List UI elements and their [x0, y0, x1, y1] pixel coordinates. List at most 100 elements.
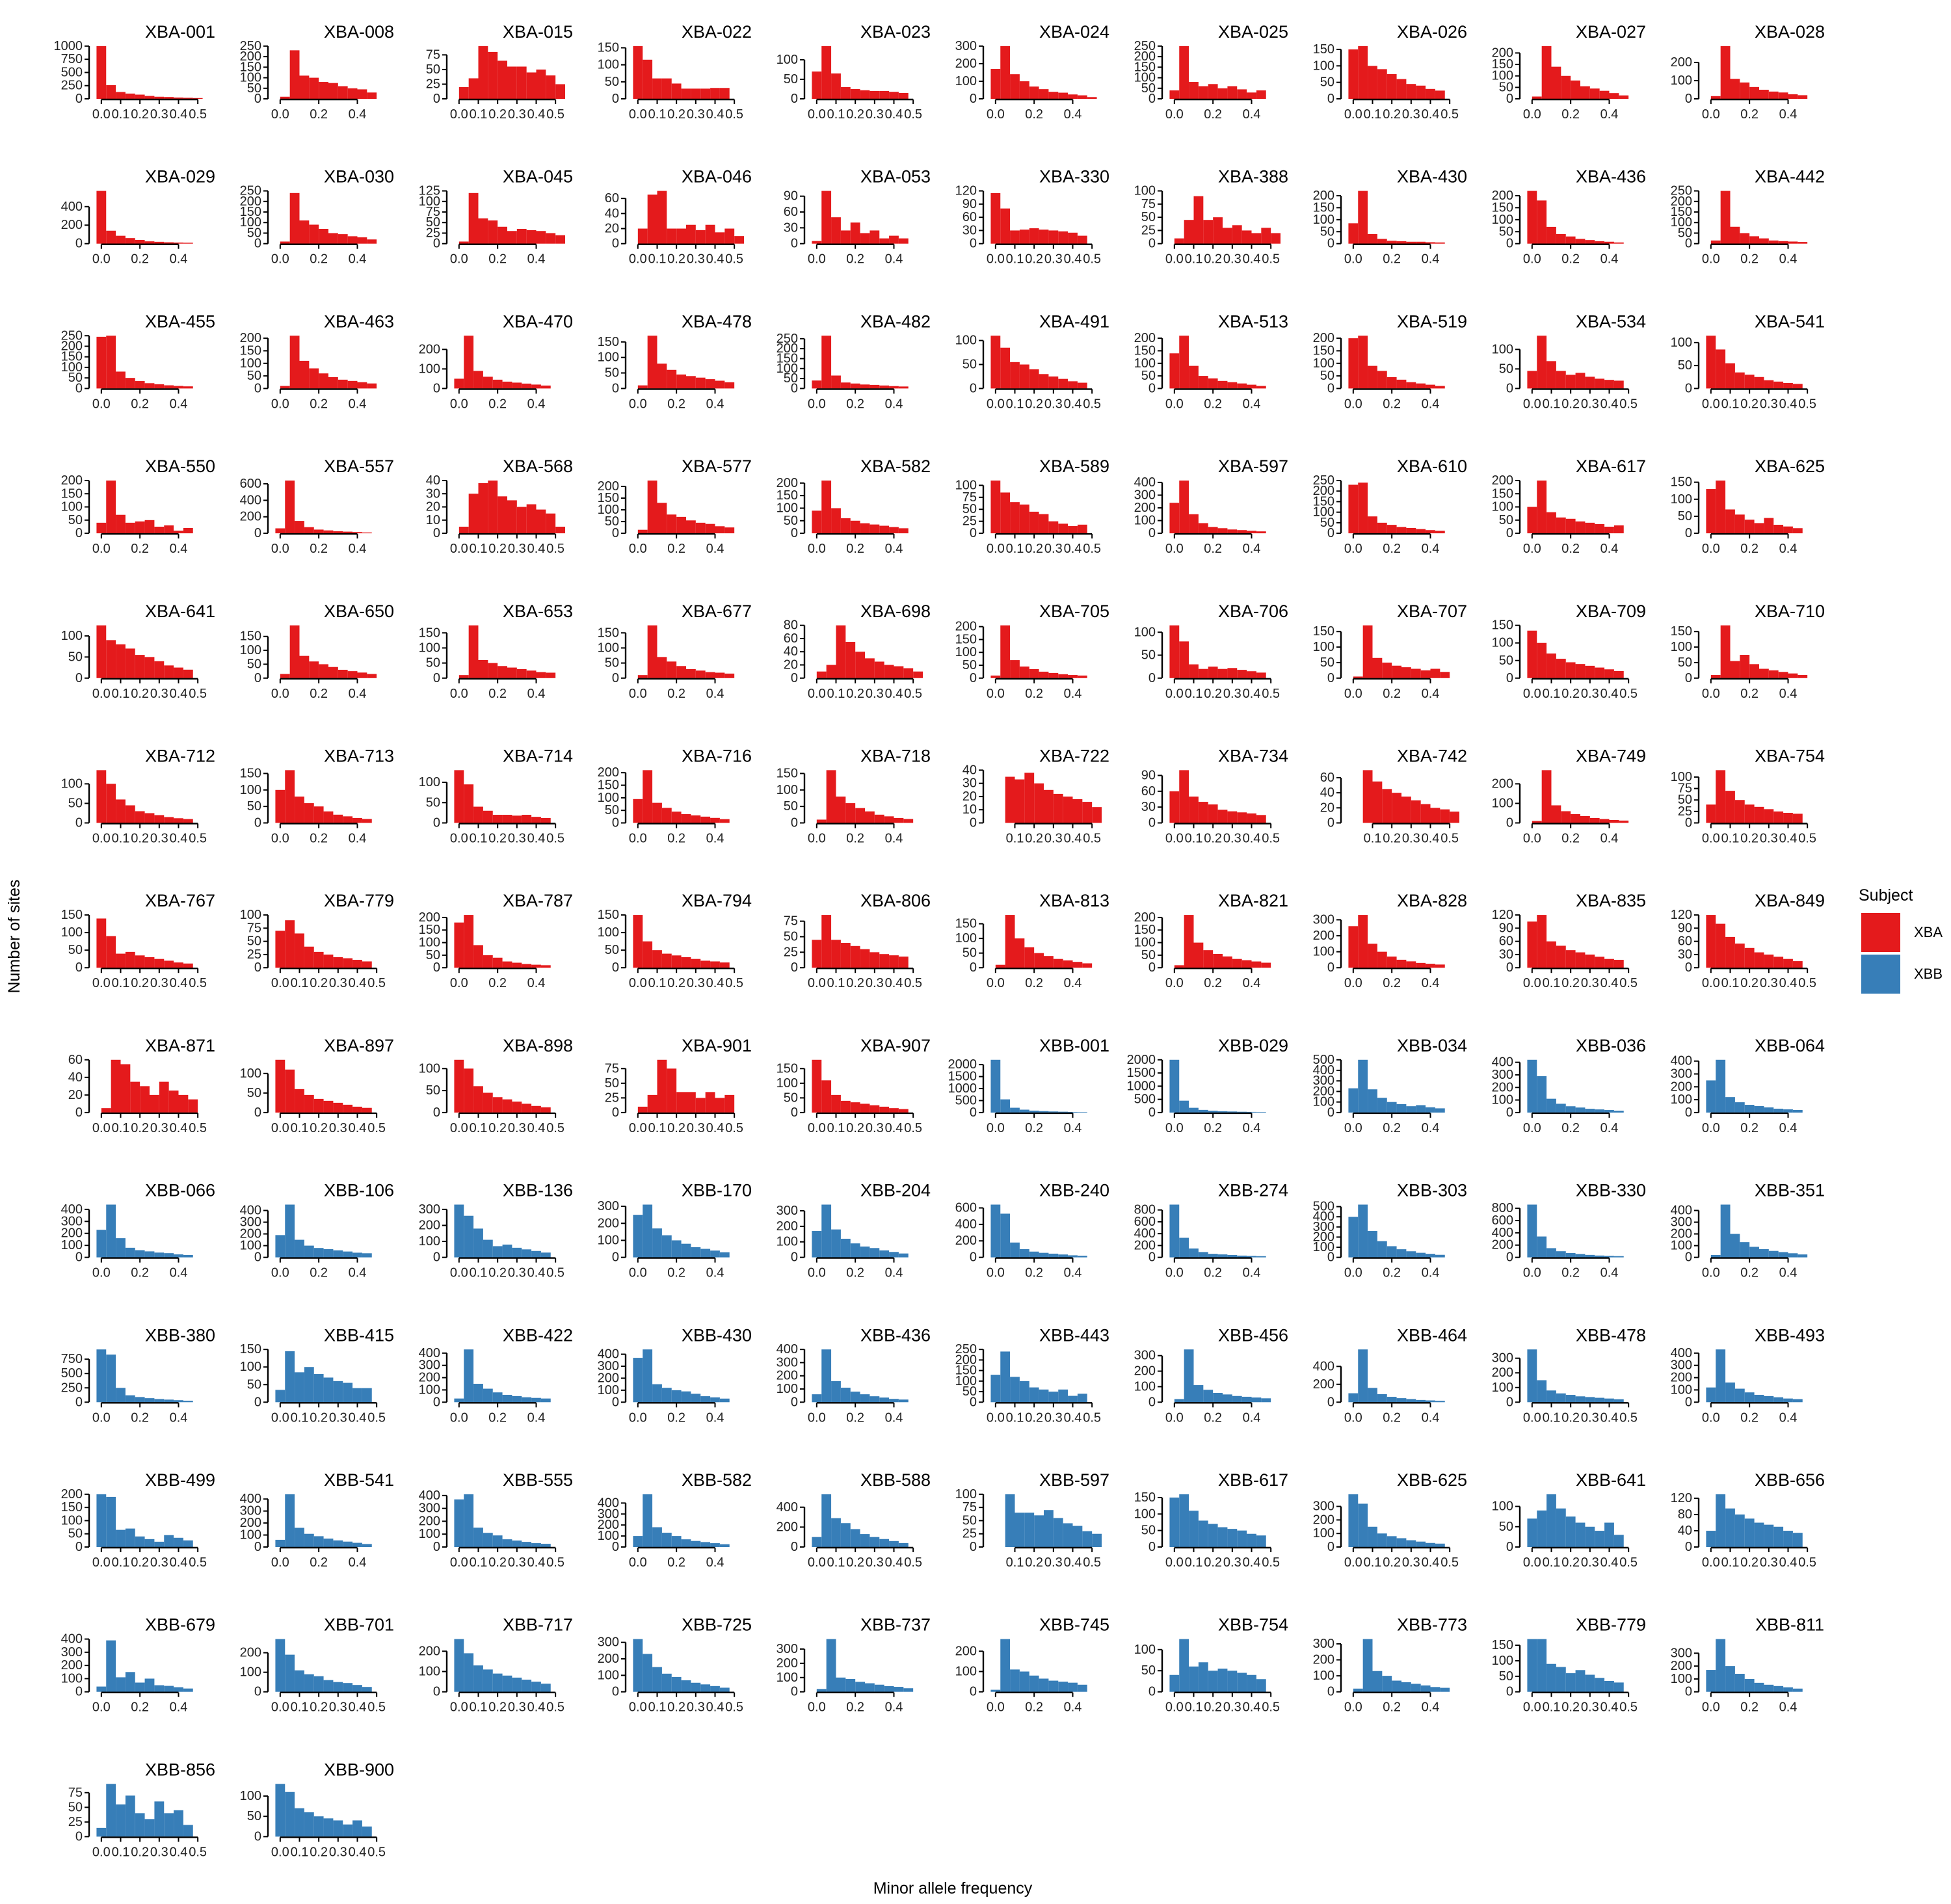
histogram-bar [352, 1252, 362, 1258]
histogram-bar [1237, 812, 1247, 823]
panel-title: XBA-718 [860, 747, 931, 766]
x-tick-label: 0.1 [1721, 976, 1740, 990]
panel-title: XBA-513 [1218, 311, 1288, 331]
histogram-bar [1029, 1110, 1039, 1113]
y-tick-label: 100 [419, 1234, 440, 1249]
y-tick-label: 1500 [1127, 1066, 1156, 1080]
y-tick-label: 0 [612, 1250, 619, 1265]
x-tick-label: 0.0 [1344, 976, 1362, 990]
x-tick-label: 0.2 [667, 687, 685, 701]
x-tick-label: 0.0 [808, 397, 826, 411]
histogram-bar [1546, 1098, 1556, 1113]
histogram-bar [879, 525, 890, 534]
y-tick-label: 300 [1671, 1646, 1692, 1660]
histogram-bar [531, 1682, 541, 1692]
panel-title: XBB-330 [1576, 1181, 1646, 1200]
y-tick-label: 150 [955, 632, 977, 646]
x-tick-label: 0.5 [1619, 397, 1638, 411]
histogram-bar [691, 815, 701, 823]
histogram-bar [1556, 1104, 1566, 1113]
y-tick-label: 0 [75, 1395, 83, 1409]
y-tick-label: 40 [962, 763, 977, 777]
histogram-bar [1565, 950, 1576, 968]
y-tick-label: 150 [1313, 200, 1334, 215]
histogram-bar [719, 1687, 730, 1692]
histogram-bar [319, 228, 328, 244]
x-tick-label: 0.2 [488, 1555, 507, 1570]
histogram-bar [522, 1104, 532, 1113]
histogram-bar [1058, 1389, 1068, 1403]
x-tick-label: 0.2 [1383, 397, 1401, 411]
y-tick-label: 100 [1313, 945, 1334, 959]
x-tick-label: 0.2 [1025, 687, 1043, 701]
histogram-bar [526, 72, 537, 99]
x-tick-label: 0.2 [131, 252, 149, 267]
histogram-bar [192, 98, 203, 99]
x-tick-label: 0.2 [667, 1700, 685, 1715]
x-tick-label: 0.5 [1083, 1555, 1101, 1570]
histogram-bar [1725, 791, 1735, 823]
y-tick-label: 150 [419, 626, 440, 640]
histogram-bar [643, 59, 653, 99]
histogram-bar [1034, 783, 1044, 823]
y-tick-label: 150 [240, 766, 261, 780]
histogram-bar [289, 192, 300, 244]
histogram-bar [280, 386, 290, 389]
y-tick-label: 50 [784, 371, 798, 386]
histogram-bar [1353, 676, 1363, 678]
y-tick-label: 100 [1134, 1507, 1156, 1521]
x-tick-label: 0.0 [92, 1121, 111, 1135]
histogram-bar [502, 815, 512, 823]
y-tick-label: 50 [426, 62, 440, 77]
panel-title: XBA-835 [1576, 891, 1646, 910]
histogram-bar [144, 241, 155, 244]
histogram-bar [498, 226, 507, 244]
histogram-bar [1203, 220, 1214, 244]
histogram-bar [1716, 770, 1726, 823]
x-tick-label: 0.3 [150, 1845, 168, 1859]
histogram-bar [540, 1684, 551, 1692]
y-tick-label: 200 [240, 1227, 261, 1241]
y-tick-label: 100 [1134, 71, 1156, 85]
x-tick-label: 0.2 [1740, 1266, 1759, 1280]
panel-title: XBA-716 [682, 747, 752, 766]
y-tick-label: 1000 [54, 39, 83, 53]
x-tick-label: 0.0 [1165, 1410, 1184, 1425]
panel-title: XBB-351 [1755, 1181, 1825, 1200]
histogram-bar [1251, 1397, 1262, 1403]
y-tick-label: 200 [61, 1487, 83, 1501]
x-tick-label: 0.5 [1798, 832, 1816, 846]
legend-key-xba [1861, 913, 1900, 952]
histogram-bar [647, 480, 657, 534]
histogram-bar [990, 69, 1001, 99]
x-tick-label: 0.2 [1025, 1266, 1043, 1280]
x-tick-label: 0.0 [450, 1121, 468, 1135]
histogram-bar [352, 532, 362, 534]
x-tick-label: 0.2 [1025, 397, 1043, 411]
x-tick-label: 0.2 [1740, 252, 1759, 267]
histogram-bar [1039, 514, 1049, 534]
y-tick-label: 100 [240, 215, 261, 230]
histogram-bar [647, 336, 657, 389]
histogram-bar [652, 950, 662, 968]
y-tick-label: 100 [240, 1066, 261, 1081]
histogram-bar [1595, 1109, 1605, 1113]
y-tick-label: 200 [598, 1518, 619, 1532]
histogram-bar [1058, 523, 1068, 534]
y-tick-label: 50 [68, 371, 83, 385]
histogram-bar [1029, 511, 1039, 534]
histogram-bar [1387, 1397, 1397, 1403]
x-tick-label: 0.4 [527, 832, 546, 846]
y-tick-label: 300 [240, 1215, 261, 1230]
histogram-bar [454, 1059, 464, 1113]
histogram-bar [483, 377, 493, 389]
y-tick-label: 100 [1134, 936, 1156, 950]
x-tick-label: 0.3 [508, 542, 526, 556]
histogram-bar [1189, 664, 1199, 678]
x-tick-label: 0.5 [189, 832, 207, 846]
